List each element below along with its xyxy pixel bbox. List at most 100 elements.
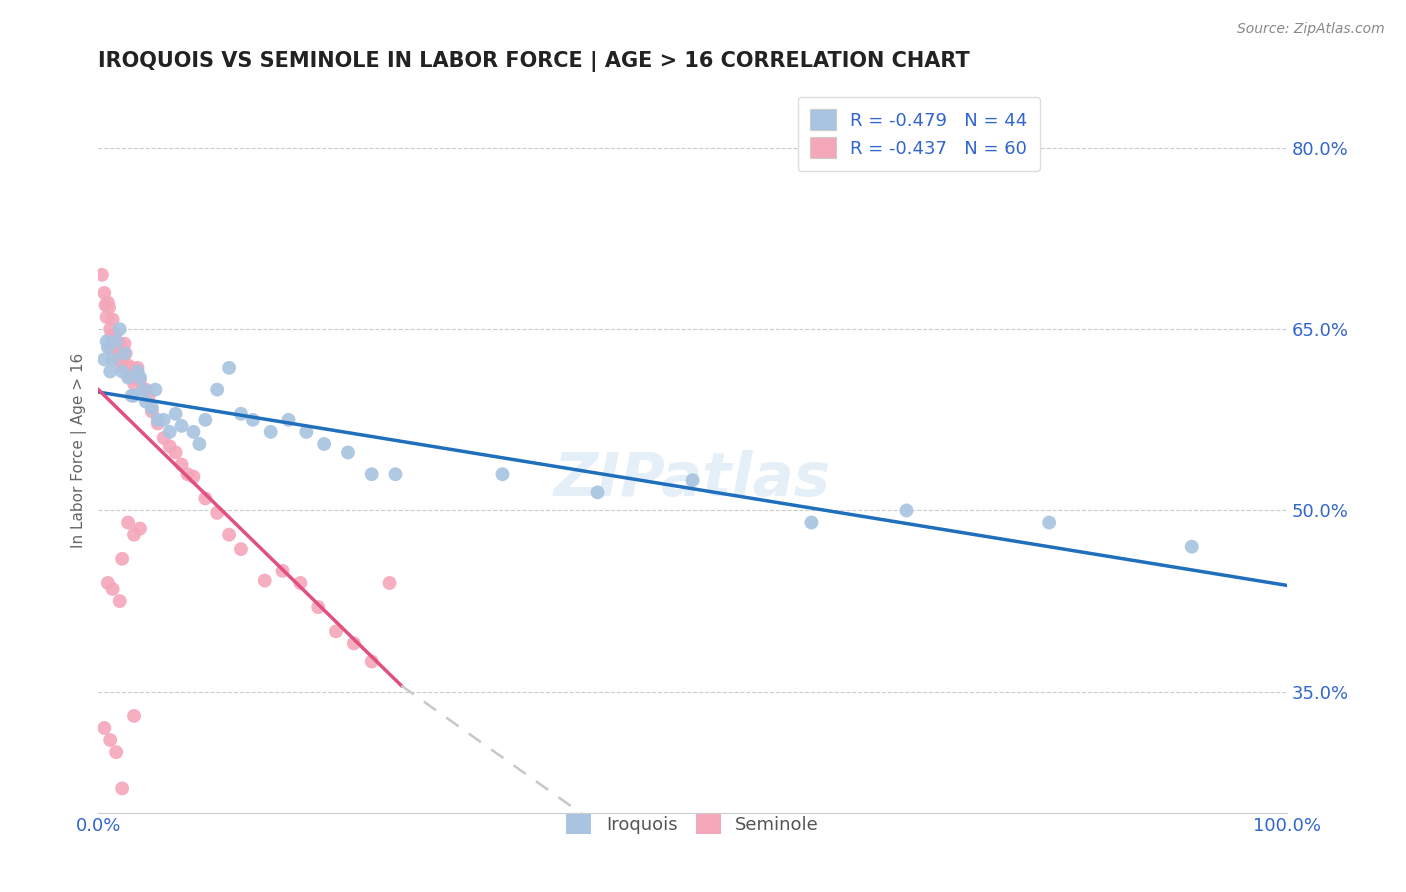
Point	[101, 582, 124, 596]
Point	[97, 295, 120, 310]
Point	[100, 328, 122, 343]
Point	[103, 334, 125, 349]
Point	[159, 439, 181, 453]
Point	[378, 576, 401, 591]
Point	[800, 516, 823, 530]
Point	[1181, 540, 1204, 554]
Point	[314, 437, 336, 451]
Point	[146, 413, 169, 427]
Point	[129, 370, 152, 384]
Point	[242, 413, 264, 427]
Point	[117, 516, 139, 530]
Point	[98, 340, 121, 354]
Y-axis label: In Labor Force | Age > 16: In Labor Force | Age > 16	[72, 352, 87, 548]
Point	[110, 346, 132, 360]
Point	[145, 383, 167, 397]
Point	[135, 383, 157, 397]
Point	[194, 491, 217, 506]
Point	[96, 310, 118, 325]
Point	[117, 359, 139, 373]
Point	[896, 503, 918, 517]
Point	[98, 364, 121, 378]
Point	[122, 709, 145, 723]
Point	[121, 389, 143, 403]
Point	[152, 413, 174, 427]
Point	[120, 370, 142, 384]
Point	[218, 527, 240, 541]
Point	[93, 352, 115, 367]
Point	[101, 352, 124, 367]
Point	[117, 370, 139, 384]
Point	[129, 522, 152, 536]
Point	[97, 576, 120, 591]
Point	[129, 373, 152, 387]
Point	[360, 655, 382, 669]
Text: Source: ZipAtlas.com: Source: ZipAtlas.com	[1237, 22, 1385, 37]
Point	[491, 467, 513, 482]
Point	[93, 285, 115, 300]
Point	[107, 352, 129, 367]
Point	[105, 336, 128, 351]
Point	[114, 346, 136, 360]
Point	[101, 312, 124, 326]
Point	[325, 624, 347, 639]
Point	[336, 445, 359, 459]
Point	[122, 527, 145, 541]
Point	[165, 445, 187, 459]
Point	[229, 407, 252, 421]
Point	[194, 413, 217, 427]
Point	[105, 334, 128, 349]
Text: IROQUOIS VS SEMINOLE IN LABOR FORCE | AGE > 16 CORRELATION CHART: IROQUOIS VS SEMINOLE IN LABOR FORCE | AG…	[98, 51, 970, 71]
Point	[97, 340, 120, 354]
Point	[295, 425, 318, 439]
Point	[205, 383, 228, 397]
Point	[586, 485, 609, 500]
Point	[307, 600, 329, 615]
Point	[205, 506, 228, 520]
Text: ZIPatlas: ZIPatlas	[554, 450, 831, 508]
Point	[343, 636, 366, 650]
Point	[152, 431, 174, 445]
Point	[146, 417, 169, 431]
Point	[122, 389, 145, 403]
Point	[170, 458, 193, 472]
Legend: Iroquois, Seminole: Iroquois, Seminole	[557, 805, 828, 844]
Point	[260, 425, 283, 439]
Point	[108, 594, 131, 608]
Point	[136, 391, 159, 405]
Point	[141, 404, 163, 418]
Point	[229, 542, 252, 557]
Point	[183, 425, 205, 439]
Point	[290, 576, 312, 591]
Point	[127, 360, 149, 375]
Point	[165, 407, 187, 421]
Point	[111, 359, 134, 373]
Point	[90, 268, 112, 282]
Point	[135, 394, 157, 409]
Point	[360, 467, 382, 482]
Point	[188, 437, 211, 451]
Point	[218, 360, 240, 375]
Point	[121, 360, 143, 375]
Point	[105, 745, 128, 759]
Point	[114, 336, 136, 351]
Point	[111, 551, 134, 566]
Point	[159, 425, 181, 439]
Point	[271, 564, 294, 578]
Point	[127, 364, 149, 378]
Point	[176, 467, 198, 482]
Point	[122, 376, 145, 391]
Point	[98, 733, 121, 747]
Point	[682, 473, 704, 487]
Point	[141, 401, 163, 415]
Point	[277, 413, 299, 427]
Point	[98, 301, 121, 315]
Point	[384, 467, 406, 482]
Point	[105, 343, 128, 357]
Point	[108, 336, 131, 351]
Point	[183, 469, 205, 483]
Point	[170, 418, 193, 433]
Point	[111, 781, 134, 796]
Point	[108, 322, 131, 336]
Point	[93, 721, 115, 735]
